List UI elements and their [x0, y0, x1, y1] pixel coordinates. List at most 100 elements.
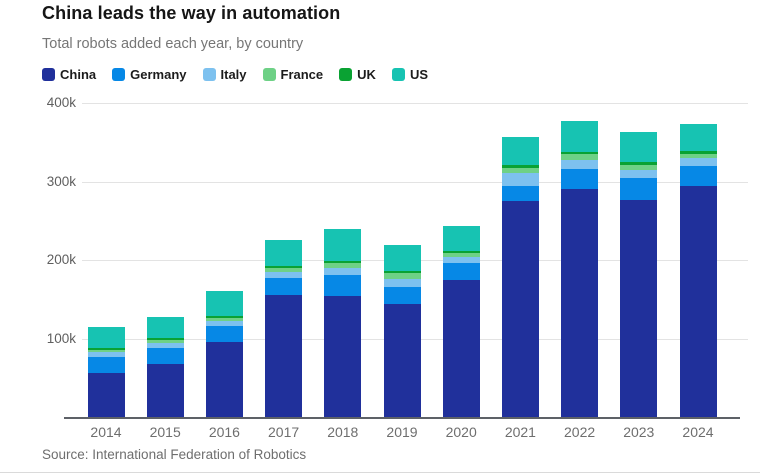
bar-segment-germany-2016[interactable] [205, 325, 243, 342]
bar-2024 [679, 0, 717, 418]
bar-segment-uk-2019[interactable] [383, 271, 421, 274]
bar-segment-china-2024[interactable] [679, 185, 717, 418]
bar-segment-china-2018[interactable] [324, 296, 362, 418]
bar-segment-france-2022[interactable] [561, 154, 599, 161]
legend-label: China [60, 67, 97, 82]
legend-swatch-china [42, 68, 55, 81]
x-axis-line [64, 417, 740, 419]
bar-segment-uk-2016[interactable] [205, 315, 243, 318]
x-axis-label-2019: 2019 [386, 424, 418, 440]
legend-swatch-france [262, 68, 276, 81]
legend-label: US [409, 67, 428, 82]
x-axis-label-2021: 2021 [504, 424, 536, 440]
bar-segment-france-2017[interactable] [265, 268, 303, 273]
bar-segment-us-2015[interactable] [146, 316, 184, 339]
legend-label: UK [357, 67, 376, 82]
bar-segment-france-2016[interactable] [205, 317, 243, 321]
bar-segment-germany-2020[interactable] [442, 263, 480, 280]
chart-title: China leads the way in automation [42, 3, 341, 23]
bar-segment-italy-2020[interactable] [442, 256, 480, 264]
bar-segment-us-2022[interactable] [561, 121, 599, 153]
bar-segment-us-2019[interactable] [383, 245, 421, 272]
bar-segment-uk-2024[interactable] [679, 151, 717, 154]
legend-label: France [280, 67, 324, 82]
legend-item-china: China [42, 67, 96, 82]
bar-segment-china-2019[interactable] [383, 303, 421, 418]
bar-2014 [87, 0, 125, 418]
bar-segment-france-2023[interactable] [620, 164, 658, 170]
gridline-400k [82, 103, 748, 105]
bar-segment-italy-2018[interactable] [324, 267, 362, 276]
bar-2023 [620, 0, 658, 418]
legend-label: Germany [130, 67, 187, 82]
bar-segment-us-2016[interactable] [205, 290, 243, 316]
x-axis-label-2017: 2017 [268, 424, 300, 440]
bar-segment-germany-2014[interactable] [87, 356, 125, 373]
bar-segment-uk-2015[interactable] [146, 338, 184, 341]
legend-swatch-us [391, 68, 405, 81]
bar-segment-france-2021[interactable] [501, 167, 539, 174]
bar-segment-us-2020[interactable] [442, 226, 480, 251]
bar-segment-germany-2021[interactable] [501, 185, 539, 202]
y-axis-label-300k: 300k [46, 173, 76, 189]
bar-segment-italy-2023[interactable] [620, 169, 658, 179]
bar-segment-italy-2021[interactable] [501, 173, 539, 186]
bar-segment-us-2023[interactable] [620, 132, 658, 162]
bar-segment-france-2014[interactable] [87, 349, 125, 353]
bar-segment-uk-2017[interactable] [265, 266, 303, 269]
legend-swatch-uk [339, 68, 353, 81]
bar-segment-us-2014[interactable] [87, 327, 125, 348]
bottom-divider [0, 472, 760, 473]
x-axis-label-2023: 2023 [623, 424, 655, 440]
bar-segment-china-2020[interactable] [442, 279, 480, 418]
bar-segment-germany-2023[interactable] [620, 178, 658, 201]
bar-segment-germany-2022[interactable] [561, 169, 599, 190]
bar-segment-germany-2017[interactable] [265, 278, 303, 295]
bar-segment-uk-2021[interactable] [501, 165, 539, 168]
legend-item-germany: Germany [112, 67, 187, 82]
bar-segment-china-2015[interactable] [146, 363, 184, 418]
legend-item-france: France [262, 67, 324, 82]
bar-2015 [146, 0, 184, 418]
bar-2021 [501, 0, 539, 418]
bar-segment-china-2023[interactable] [620, 200, 658, 418]
x-axis-label-2024: 2024 [682, 424, 714, 440]
bar-segment-germany-2019[interactable] [383, 287, 421, 304]
bar-segment-france-2020[interactable] [442, 252, 480, 257]
bar-segment-china-2017[interactable] [265, 294, 303, 418]
bar-segment-germany-2018[interactable] [324, 275, 362, 297]
bar-segment-china-2014[interactable] [87, 372, 125, 418]
bar-segment-italy-2017[interactable] [265, 272, 303, 279]
bar-segment-us-2024[interactable] [679, 124, 717, 152]
bar-segment-france-2019[interactable] [383, 273, 421, 279]
bar-segment-italy-2022[interactable] [561, 160, 599, 170]
x-axis-label-2014: 2014 [90, 424, 122, 440]
bar-segment-italy-2016[interactable] [205, 320, 243, 326]
bar-segment-uk-2014[interactable] [87, 347, 125, 350]
bar-segment-italy-2019[interactable] [383, 278, 421, 288]
bar-2020 [442, 0, 480, 418]
bar-segment-germany-2015[interactable] [146, 347, 184, 364]
bar-segment-germany-2024[interactable] [679, 166, 717, 186]
y-axis-label-400k: 400k [46, 95, 76, 111]
bar-segment-italy-2024[interactable] [679, 158, 717, 166]
legend-swatch-germany [112, 68, 126, 81]
bar-segment-france-2015[interactable] [146, 340, 184, 343]
bar-segment-uk-2022[interactable] [561, 152, 599, 155]
bar-2018 [324, 0, 362, 418]
bar-segment-italy-2015[interactable] [146, 342, 184, 348]
bar-segment-uk-2023[interactable] [620, 161, 658, 165]
bar-segment-uk-2018[interactable] [324, 261, 362, 264]
bar-segment-china-2022[interactable] [561, 189, 599, 418]
bar-segment-france-2018[interactable] [324, 263, 362, 268]
bar-segment-us-2018[interactable] [324, 229, 362, 262]
legend-item-italy: Italy [202, 67, 247, 82]
bar-segment-italy-2014[interactable] [87, 352, 125, 357]
bar-segment-us-2021[interactable] [501, 136, 539, 166]
bar-segment-china-2021[interactable] [501, 201, 539, 418]
bar-segment-china-2016[interactable] [205, 341, 243, 418]
y-axis-label-100k: 100k [46, 330, 76, 346]
bar-segment-france-2024[interactable] [679, 153, 717, 159]
bar-segment-uk-2020[interactable] [442, 250, 480, 253]
bar-segment-us-2017[interactable] [265, 240, 303, 267]
